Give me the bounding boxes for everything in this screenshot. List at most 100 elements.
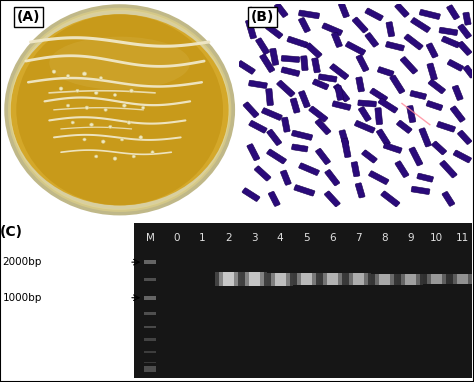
Ellipse shape [7,7,232,213]
FancyBboxPatch shape [358,100,376,107]
Text: 5: 5 [303,233,310,243]
Circle shape [122,104,126,107]
FancyBboxPatch shape [312,79,329,90]
Circle shape [83,138,86,141]
FancyBboxPatch shape [282,117,290,132]
FancyBboxPatch shape [426,100,443,110]
Circle shape [120,138,124,141]
Bar [371,274,397,285]
FancyBboxPatch shape [417,173,434,182]
Circle shape [113,94,117,97]
Circle shape [76,89,79,92]
Circle shape [59,87,63,90]
FancyBboxPatch shape [316,148,330,165]
Bar [219,272,237,286]
FancyBboxPatch shape [365,8,383,21]
Circle shape [94,91,98,95]
FancyBboxPatch shape [331,32,342,47]
FancyBboxPatch shape [365,32,379,47]
FancyBboxPatch shape [426,43,438,58]
Bar [319,273,346,285]
Text: 1000bp: 1000bp [2,293,42,303]
FancyBboxPatch shape [266,89,273,105]
Bar [223,272,234,286]
FancyBboxPatch shape [299,18,310,32]
FancyBboxPatch shape [299,91,310,108]
Bar [379,274,390,285]
Text: 0: 0 [173,233,180,243]
FancyBboxPatch shape [287,36,308,48]
FancyBboxPatch shape [463,12,471,25]
Ellipse shape [10,14,229,206]
Circle shape [151,151,154,154]
Bar [144,362,156,364]
Bar [323,273,342,285]
FancyBboxPatch shape [452,85,463,100]
FancyBboxPatch shape [338,3,349,18]
FancyBboxPatch shape [335,85,344,100]
FancyBboxPatch shape [378,98,398,113]
Bar [271,273,290,286]
FancyBboxPatch shape [450,106,465,122]
FancyBboxPatch shape [458,24,472,39]
Circle shape [99,76,102,79]
Circle shape [132,155,136,158]
Bar [397,274,423,285]
FancyBboxPatch shape [395,3,409,17]
FancyBboxPatch shape [410,91,427,99]
FancyBboxPatch shape [262,108,283,120]
FancyBboxPatch shape [352,17,368,33]
FancyBboxPatch shape [376,129,391,146]
FancyBboxPatch shape [242,188,260,201]
FancyBboxPatch shape [407,105,416,123]
FancyBboxPatch shape [432,141,447,155]
Text: 7: 7 [355,233,362,243]
Bar [134,223,472,378]
Text: 1: 1 [199,233,206,243]
FancyBboxPatch shape [440,160,457,178]
FancyBboxPatch shape [447,60,464,71]
FancyBboxPatch shape [301,56,308,71]
Bar [375,274,393,285]
FancyBboxPatch shape [281,55,300,62]
Text: 10: 10 [429,233,443,243]
FancyBboxPatch shape [355,183,365,198]
Ellipse shape [17,15,223,205]
FancyBboxPatch shape [375,108,383,125]
Ellipse shape [17,19,223,200]
Text: 3: 3 [251,233,257,243]
Bar [353,274,364,285]
FancyBboxPatch shape [299,163,319,175]
FancyBboxPatch shape [369,171,389,185]
Text: 11: 11 [456,233,469,243]
Text: 6: 6 [329,233,336,243]
Bar [349,274,368,285]
Bar [327,273,338,285]
FancyBboxPatch shape [325,170,340,186]
Bar [144,326,156,328]
FancyBboxPatch shape [457,41,472,55]
Bar [144,278,156,281]
Text: 9: 9 [407,233,413,243]
FancyBboxPatch shape [292,144,308,152]
Text: (C): (C) [0,225,23,239]
FancyBboxPatch shape [356,55,369,72]
FancyBboxPatch shape [248,7,267,18]
Bar [241,272,267,286]
FancyBboxPatch shape [358,107,371,121]
FancyBboxPatch shape [453,150,472,163]
FancyBboxPatch shape [441,36,460,48]
Circle shape [66,74,70,78]
FancyBboxPatch shape [274,3,288,18]
FancyBboxPatch shape [333,84,350,102]
FancyBboxPatch shape [419,10,440,19]
FancyBboxPatch shape [266,149,286,164]
FancyBboxPatch shape [255,38,270,55]
Text: 2: 2 [225,233,231,243]
FancyBboxPatch shape [330,64,349,79]
Bar [144,296,156,299]
FancyBboxPatch shape [419,128,431,147]
Circle shape [127,121,131,124]
Bar [301,273,312,285]
Bar [144,312,156,315]
